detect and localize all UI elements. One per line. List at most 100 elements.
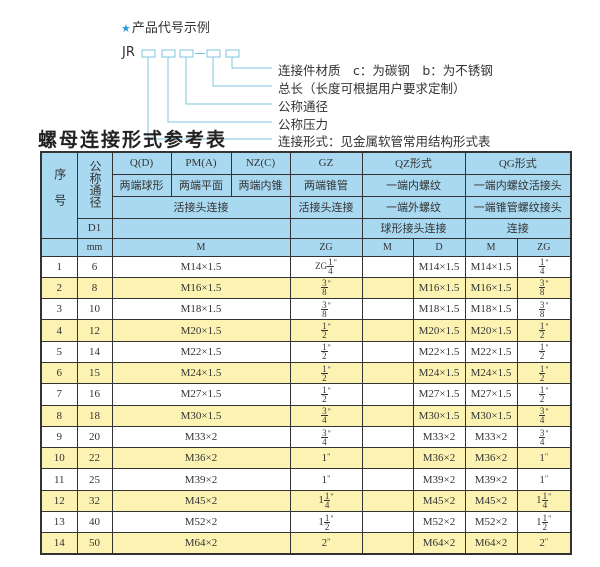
cell-qz-d: M30×1.5 [412, 404, 466, 427]
cell-m: M16×1.5 [111, 276, 291, 300]
cell-qg-m: M20×1.5 [464, 319, 518, 342]
cell-no: 9 [40, 425, 78, 449]
inch-mark: " [544, 452, 549, 462]
fraction-denominator: 4 [539, 436, 545, 447]
cell-no: 3 [40, 298, 78, 321]
code-box-4 [206, 49, 221, 58]
cell-qg-zg: 3 8 " [516, 298, 572, 321]
fraction-denominator: 2 [322, 393, 327, 404]
cell-qz-m [361, 340, 414, 363]
cell-no: 12 [40, 489, 78, 513]
cell-zg: 1" [289, 468, 363, 491]
cell-zg: 1 1 4 " [289, 489, 363, 513]
cell-qz-d: M22×1.5 [412, 340, 466, 363]
cell-d1: 25 [76, 468, 113, 491]
fraction-numerator: 1 [321, 342, 328, 353]
fraction-numerator: 3 [538, 299, 546, 310]
header-qg-m: M [464, 237, 518, 257]
inch-mark: " [327, 364, 331, 374]
zg-whole: 1 [318, 515, 324, 528]
cell-zg: 2" [289, 532, 363, 555]
header-nz: NZ(C) [230, 151, 291, 175]
table-row: 13 40 M52×2 1 1 2 " M52×2 M52×2 1 1 2 " [40, 511, 572, 534]
table-row: 4 12 M20×1.5 1 2 " M20×1.5 M20×1.5 1 2 " [40, 319, 572, 342]
fraction-numerator: 1 [541, 491, 549, 502]
cell-qz-m [361, 404, 414, 427]
inch-mark: " [548, 513, 552, 523]
cell-m: M33×2 [111, 425, 291, 449]
fraction-numerator: 1 [323, 491, 331, 502]
cell-qz-d: M14×1.5 [412, 255, 466, 278]
header-zg: ZG [289, 237, 363, 257]
inch-mark: " [545, 407, 549, 417]
table-row: 9 20 M33×2 3 4 " M33×2 M33×2 3 4 " [40, 425, 572, 449]
header-qz-desc2: 一端外螺纹 [361, 195, 466, 219]
inch-mark: " [327, 407, 331, 417]
header-pm: PM(A) [170, 151, 232, 175]
cell-d1: 32 [76, 489, 113, 513]
cell-no: 10 [40, 447, 78, 470]
zg-whole: 1 [536, 494, 542, 507]
fraction-denominator: 2 [539, 393, 545, 404]
cell-d1: 16 [76, 383, 113, 406]
header-qz-m: M [361, 237, 414, 257]
cell-qz-d: M18×1.5 [412, 298, 466, 321]
header-qg: QG形式 [464, 151, 572, 175]
inch-mark: " [545, 279, 549, 289]
inch-mark: " [548, 492, 552, 502]
header-seq: 序号 [40, 151, 78, 239]
cell-m: M27×1.5 [111, 383, 291, 406]
header-mm: mm [76, 237, 113, 257]
header-nz-desc: 两端内锥 [230, 173, 291, 197]
cell-m: M22×1.5 [111, 340, 291, 363]
cell-d1: 8 [76, 276, 113, 300]
header-pm-desc: 两端平面 [170, 173, 232, 197]
cell-m: M14×1.5 [111, 255, 291, 278]
header-qg-desc3: 连接 [464, 217, 572, 239]
code-prefix: JR [122, 45, 135, 60]
fraction-denominator: 4 [542, 500, 548, 511]
cell-qg-m: M64×2 [464, 532, 518, 555]
fraction-denominator: 2 [539, 351, 545, 362]
cell-no: 6 [40, 361, 78, 385]
header-qg-desc2: 一端锥管螺纹接头 [464, 195, 572, 219]
cell-qz-d: M64×2 [412, 532, 466, 555]
cell-qg-zg: 1" [516, 468, 572, 491]
fraction-numerator: 1 [323, 512, 331, 523]
fraction-denominator: 4 [322, 415, 327, 426]
header-seq-bottom [40, 237, 78, 257]
table-row: 3 10 M18×1.5 3 8 " M18×1.5 M18×1.5 3 8 " [40, 298, 572, 321]
cell-m: M20×1.5 [111, 319, 291, 342]
label-connection-form: 连接形式：见金属软管常用结构形式表 [278, 134, 491, 149]
cell-d1: 22 [76, 447, 113, 470]
code-box-3 [179, 49, 194, 58]
fraction-numerator: 3 [321, 299, 328, 310]
cell-qg-m: M45×2 [464, 489, 518, 513]
example-title-text: 产品代号示例 [131, 21, 210, 36]
cell-m: M30×1.5 [111, 404, 291, 427]
cell-qz-m [361, 468, 414, 491]
cell-qg-m: M27×1.5 [464, 383, 518, 406]
header-live-joint: 活接头连接 [111, 195, 291, 219]
cell-no: 14 [40, 532, 78, 555]
cell-no: 4 [40, 319, 78, 342]
connector-line-4 [167, 57, 272, 123]
cell-m: M36×2 [111, 447, 291, 470]
cell-d1: 50 [76, 532, 113, 555]
cell-qg-m: M39×2 [464, 468, 518, 491]
cell-zg: ZG 1 4 " [289, 255, 363, 278]
header-qg-desc: 一端内螺纹活接头 [464, 173, 572, 197]
fraction-denominator: 4 [539, 266, 545, 277]
header-m: M [111, 237, 291, 257]
cell-d1: 6 [76, 255, 113, 278]
cell-qz-d: M39×2 [412, 468, 466, 491]
